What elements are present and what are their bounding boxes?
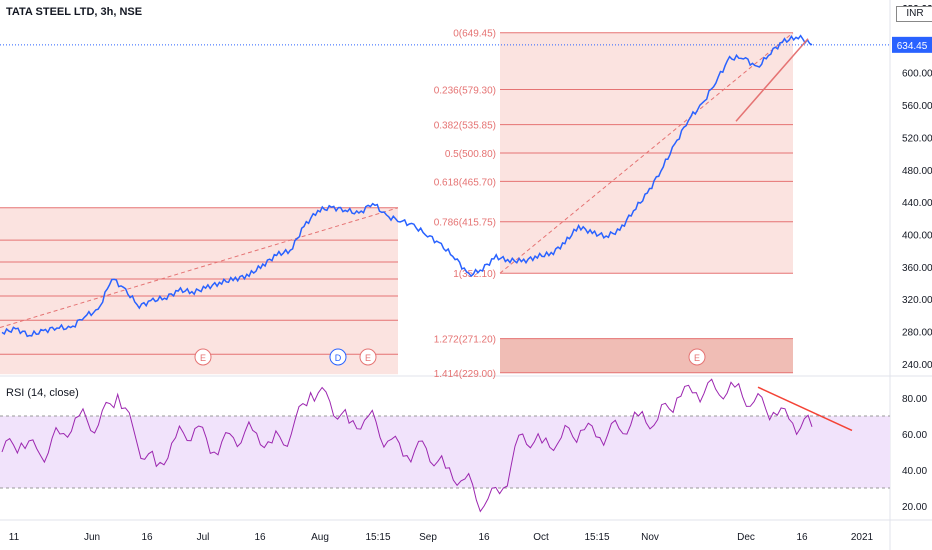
event-marker xyxy=(194,348,212,366)
rsi-tick-label: 20.00 xyxy=(902,502,927,513)
price-series xyxy=(0,34,890,338)
time-tick-label: 11 xyxy=(9,532,20,543)
chart-title: TATA STEEL LTD, 3h, NSE xyxy=(6,6,143,18)
price-tick-label: 600.00 xyxy=(902,69,932,80)
fib-right-level-label: 0.236(579.30) xyxy=(434,85,496,96)
price-axis: 680.00640.00600.00560.00520.00480.00440.… xyxy=(892,4,932,513)
fib-right-level-label: 0(649.45) xyxy=(453,29,496,40)
event-marker xyxy=(688,348,706,366)
price-tick-label: 520.00 xyxy=(902,133,932,144)
time-tick-label: Jul xyxy=(197,532,210,543)
price-line xyxy=(1,34,813,338)
event-marker-label: E xyxy=(694,353,700,363)
price-tick-label: 240.00 xyxy=(902,360,932,371)
rsi-panel xyxy=(0,378,890,513)
event-marker xyxy=(359,348,377,366)
time-tick-label: 2021 xyxy=(851,532,874,543)
time-tick-label: 16 xyxy=(796,532,808,543)
last-price-tag xyxy=(892,36,932,53)
event-marker xyxy=(329,348,347,366)
fib-right-level-label: 1(352.10) xyxy=(453,269,496,280)
fib-right-level-label: 1.272(271.20) xyxy=(434,335,496,346)
price-tick-label: 280.00 xyxy=(902,328,932,339)
time-tick-label: 15:15 xyxy=(584,532,609,543)
event-marker-label: E xyxy=(200,353,206,363)
time-tick-label: Jun xyxy=(84,532,100,543)
time-tick-label: Sep xyxy=(419,532,437,543)
fib-right-level-label: 0.382(535.85) xyxy=(434,121,496,132)
price-tick-label: 320.00 xyxy=(902,295,932,306)
rsi-tick-label: 40.00 xyxy=(902,466,927,477)
fib-right-level-label: 1.414(229.00) xyxy=(434,369,496,380)
event-marker-label: D xyxy=(335,353,342,363)
fib-right-level-label: 0.618(465.70) xyxy=(434,177,496,188)
price-tick-label: 560.00 xyxy=(902,101,932,112)
fib-right-level-label: 0.786(415.75) xyxy=(434,218,496,229)
event-marker-label: E xyxy=(365,353,371,363)
price-tick-label: 440.00 xyxy=(902,198,932,209)
currency-badge[interactable]: INR xyxy=(896,6,932,22)
rsi-band xyxy=(0,416,890,488)
price-tick-label: 480.00 xyxy=(902,166,932,177)
rsi-title: RSI (14, close) xyxy=(6,387,79,399)
fib-retracement-right: 0(649.45) 0.236(579.30) 0.382(535.85) 0.5(5… xyxy=(434,29,794,380)
time-tick-label: 16 xyxy=(254,532,266,543)
time-tick-label: 16 xyxy=(141,532,153,543)
price-tick-label: 400.00 xyxy=(902,230,932,241)
time-tick-label: Aug xyxy=(311,532,329,543)
rsi-tick-label: 60.00 xyxy=(902,430,927,441)
time-tick-label: Nov xyxy=(641,532,659,543)
last-price-label: 634.45 xyxy=(897,41,928,52)
rsi-line xyxy=(1,378,813,513)
fib-right-level-label: 0.5(500.80) xyxy=(445,149,496,160)
fib-right-ext-fill xyxy=(500,338,793,373)
rsi-trend-line xyxy=(757,386,853,432)
fib-right-trend xyxy=(499,32,794,274)
time-tick-label: Oct xyxy=(533,532,549,543)
price-tick-label: 360.00 xyxy=(902,263,932,274)
time-tick-label: 15:15 xyxy=(365,532,390,543)
price-trend-line xyxy=(735,38,809,122)
time-tick-label: Dec xyxy=(737,532,755,543)
fib-left-trend xyxy=(0,207,399,328)
rsi-tick-label: 80.00 xyxy=(902,394,927,405)
time-tick-label: 16 xyxy=(478,532,490,543)
time-axis: 11 Jun 16 Jul 16 Aug 15:15 Sep 16 Oct 15:15 Nov Dec 1… xyxy=(9,532,874,543)
